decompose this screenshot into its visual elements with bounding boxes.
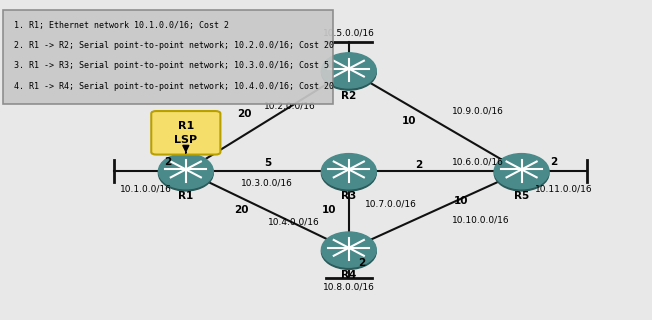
Text: 10.7.0.0/16: 10.7.0.0/16	[365, 199, 417, 209]
Text: R1
LSP: R1 LSP	[174, 121, 198, 145]
Text: 10.5.0.0/16: 10.5.0.0/16	[323, 29, 375, 38]
Text: 10.4.0.0/16: 10.4.0.0/16	[267, 217, 319, 226]
Text: 2: 2	[415, 160, 422, 170]
Text: 2. R1 -> R2; Serial point-to-point network; 10.2.0.0/16; Cost 20: 2. R1 -> R2; Serial point-to-point netwo…	[14, 41, 334, 50]
Text: 1. R1; Ethernet network 10.1.0.0/16; Cost 2: 1. R1; Ethernet network 10.1.0.0/16; Cos…	[14, 21, 230, 30]
Text: 10: 10	[454, 196, 469, 206]
Ellipse shape	[321, 156, 376, 191]
Ellipse shape	[158, 156, 213, 191]
Text: 3. R1 -> R3; Serial point-to-point network; 10.3.0.0/16; Cost 5: 3. R1 -> R3; Serial point-to-point netwo…	[14, 61, 329, 70]
Text: 20: 20	[237, 109, 252, 119]
Text: 10: 10	[322, 205, 336, 215]
Ellipse shape	[321, 234, 376, 269]
FancyBboxPatch shape	[151, 111, 220, 155]
Text: 10.2.0.0/16: 10.2.0.0/16	[264, 102, 316, 111]
Ellipse shape	[494, 154, 549, 189]
FancyBboxPatch shape	[3, 10, 333, 104]
Text: R1: R1	[178, 191, 194, 201]
Text: 10.1.0.0/16: 10.1.0.0/16	[121, 184, 172, 193]
Text: 10.3.0.0/16: 10.3.0.0/16	[241, 179, 293, 188]
Ellipse shape	[321, 232, 376, 267]
Ellipse shape	[321, 55, 376, 90]
Text: 5: 5	[263, 158, 271, 168]
Text: 10: 10	[402, 116, 417, 126]
Text: 2: 2	[550, 157, 558, 167]
Text: 10.6.0.0/16: 10.6.0.0/16	[452, 158, 503, 167]
Text: R3: R3	[341, 191, 357, 201]
Text: 2: 2	[164, 157, 171, 167]
Ellipse shape	[494, 156, 549, 191]
Ellipse shape	[321, 154, 376, 189]
Text: 2: 2	[359, 258, 366, 268]
Text: 10.11.0.0/16: 10.11.0.0/16	[535, 184, 593, 193]
Ellipse shape	[158, 154, 213, 189]
Text: 10.9.0.0/16: 10.9.0.0/16	[452, 107, 503, 116]
Text: 20: 20	[234, 205, 248, 215]
Text: 10.8.0.0/16: 10.8.0.0/16	[323, 282, 375, 291]
Text: 4. R1 -> R4; Serial point-to-point network; 10.4.0.0/16; Cost 20: 4. R1 -> R4; Serial point-to-point netwo…	[14, 82, 334, 91]
Text: R5: R5	[514, 191, 529, 201]
Text: 10.10.0.0/16: 10.10.0.0/16	[452, 215, 510, 225]
Ellipse shape	[321, 53, 376, 88]
Text: R2: R2	[341, 91, 357, 100]
Text: R4: R4	[341, 270, 357, 280]
